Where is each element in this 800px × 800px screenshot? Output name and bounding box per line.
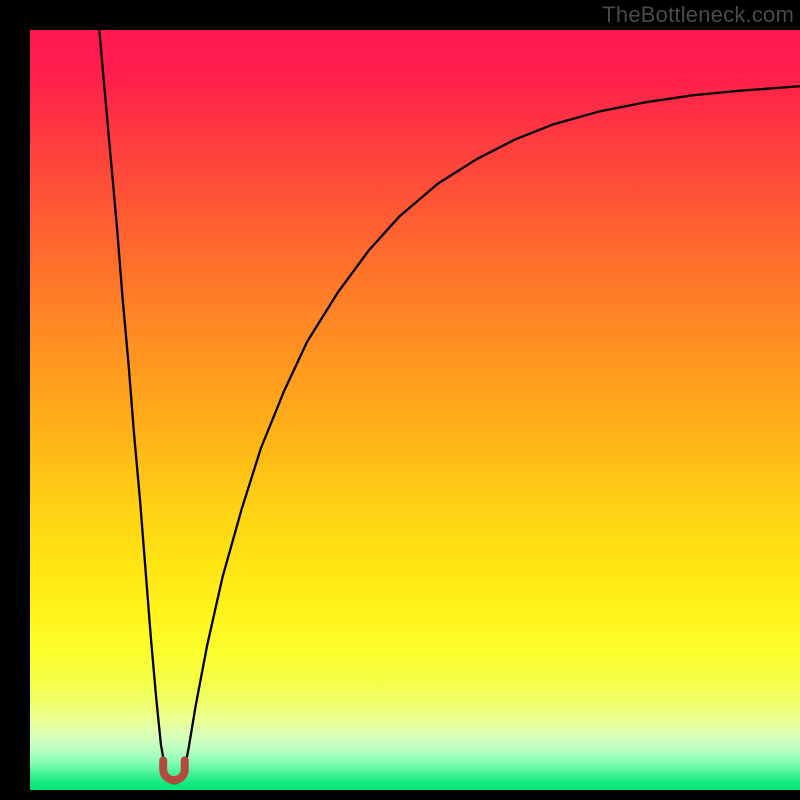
watermark-text: TheBottleneck.com: [602, 2, 794, 28]
chart-svg: [30, 30, 800, 790]
chart-background: [30, 30, 800, 790]
chart-frame: TheBottleneck.com: [0, 0, 800, 800]
plot-area: [30, 30, 800, 790]
